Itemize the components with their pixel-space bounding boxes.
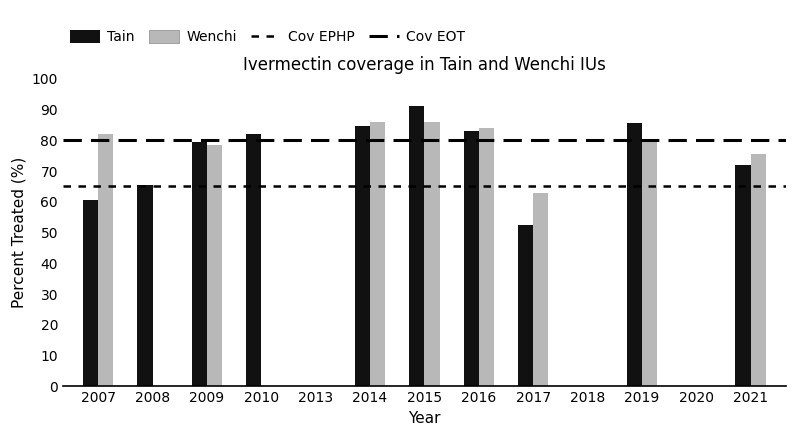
Bar — [83, 200, 98, 386]
Bar — [192, 142, 207, 386]
Bar — [424, 122, 440, 386]
Bar — [479, 128, 494, 386]
Bar — [642, 139, 657, 386]
Bar — [464, 131, 479, 386]
Bar — [207, 145, 222, 386]
Legend: Tain, Wenchi, Cov EPHP, Cov EOT: Tain, Wenchi, Cov EPHP, Cov EOT — [70, 30, 465, 44]
Bar — [533, 193, 548, 386]
Bar — [518, 225, 533, 386]
Bar — [736, 165, 751, 386]
Bar — [370, 122, 385, 386]
Bar — [355, 126, 370, 386]
X-axis label: Year: Year — [408, 411, 441, 426]
Bar — [409, 106, 424, 386]
Title: Ivermectin coverage in Tain and Wenchi IUs: Ivermectin coverage in Tain and Wenchi I… — [243, 56, 606, 74]
Bar — [751, 154, 766, 386]
Bar — [137, 185, 152, 386]
Bar — [246, 134, 261, 386]
Bar — [626, 123, 642, 386]
Y-axis label: Percent Treated (%): Percent Treated (%) — [11, 157, 26, 308]
Bar — [98, 134, 113, 386]
